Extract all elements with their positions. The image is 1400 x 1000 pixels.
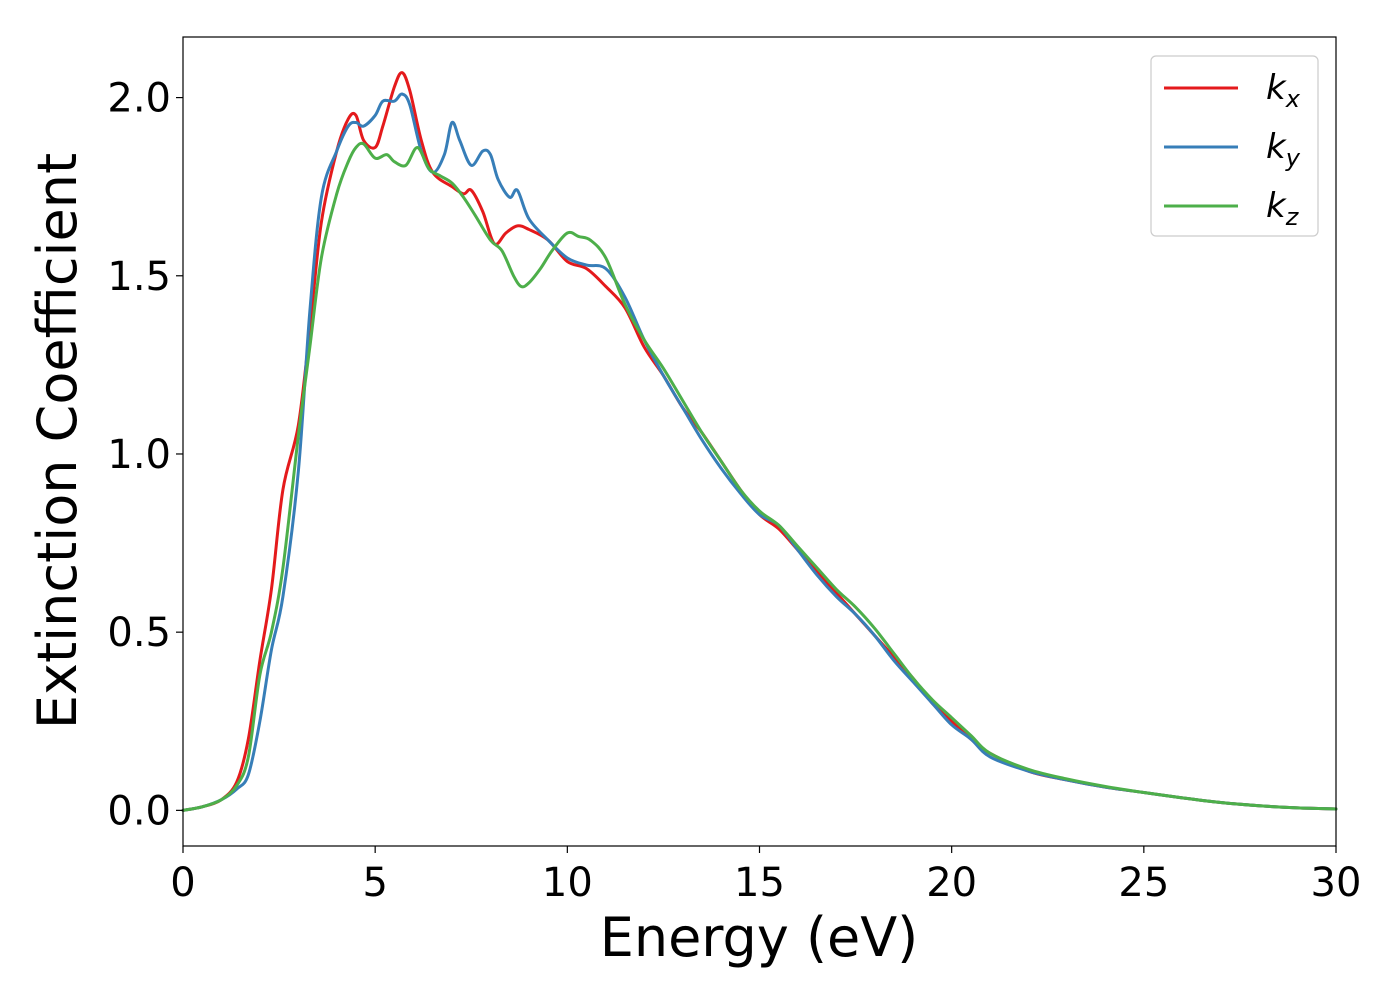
x-axis-title: Energy (eV) — [600, 906, 919, 969]
plot-lines — [181, 71, 1338, 812]
y-tick-label: 0.0 — [107, 788, 171, 834]
y-tick-label: 2.0 — [107, 76, 171, 122]
y-tick-label: 0.5 — [107, 610, 171, 656]
x-tick-label: 20 — [926, 860, 977, 906]
x-tick-label: 25 — [1118, 860, 1169, 906]
y-axis-title: Extinction Coefficient — [26, 153, 89, 729]
x-axis-ticks: 0 5 10 15 20 25 30 — [170, 846, 1361, 906]
x-tick-label: 5 — [362, 860, 387, 906]
x-tick-label: 30 — [1311, 860, 1362, 906]
y-axis-ticks: 0.0 0.5 1.0 1.5 2.0 — [107, 76, 183, 834]
series-line-ky — [181, 92, 1338, 812]
series-line-kz — [181, 141, 1338, 812]
x-tick-label: 0 — [170, 860, 195, 906]
y-tick-label: 1.0 — [107, 432, 171, 478]
legend-label-ky: ky — [1266, 127, 1301, 172]
x-tick-label: 10 — [542, 860, 593, 906]
y-tick-label: 1.5 — [107, 254, 171, 300]
x-tick-label: 15 — [734, 860, 785, 906]
legend-label-kx: kx — [1266, 68, 1301, 113]
